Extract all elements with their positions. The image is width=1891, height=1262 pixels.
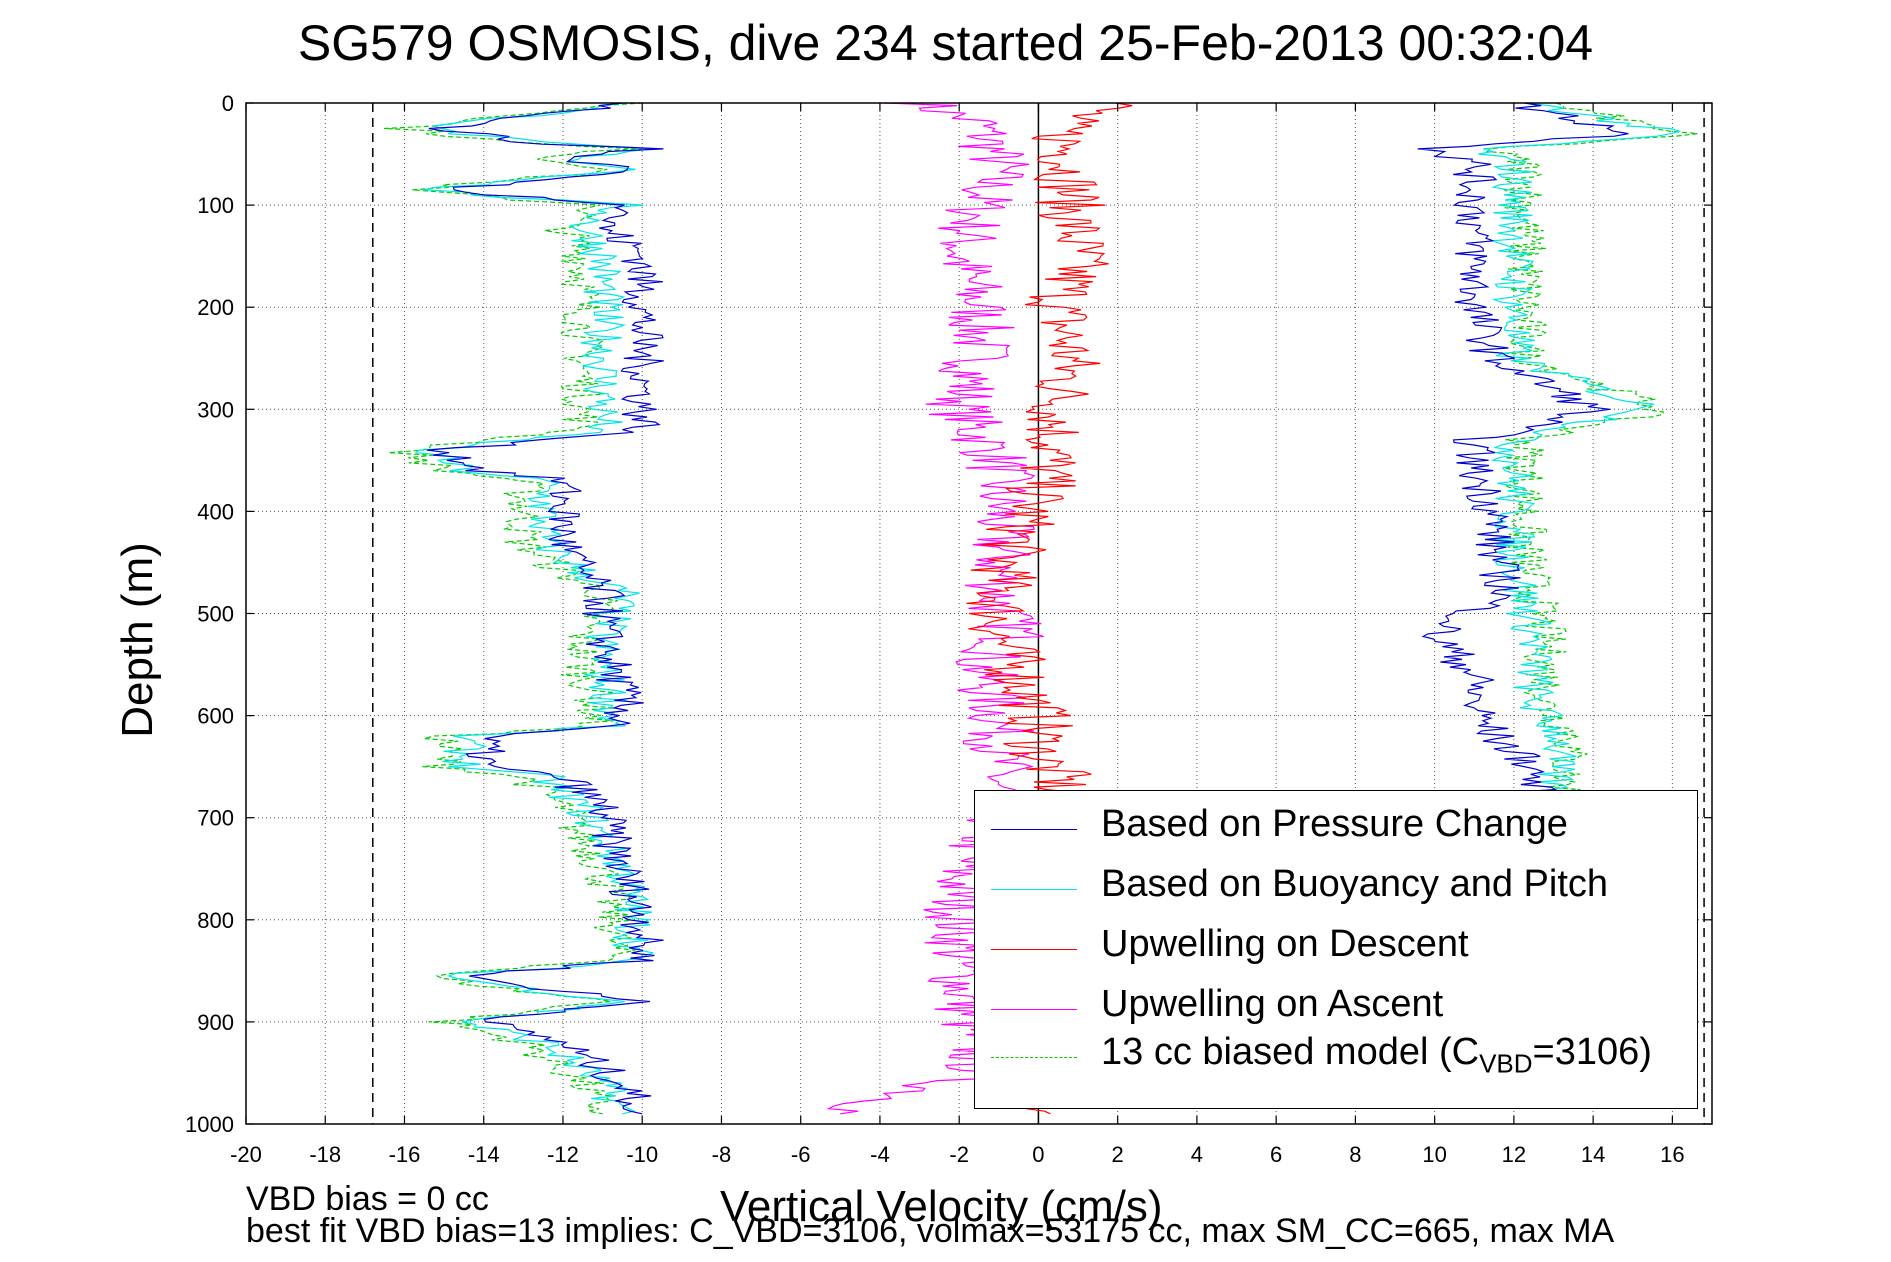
y-tick-label: 100 <box>197 193 234 218</box>
legend-label-model: 13 cc biased model (CVBD=3106) <box>1101 1031 1652 1079</box>
legend-swatch-descent <box>991 949 1077 950</box>
y-tick-label: 200 <box>197 295 234 320</box>
series-line-13-cc-biased-model-1 <box>1486 102 1698 798</box>
x-tick-label: 0 <box>1032 1142 1044 1167</box>
legend-label-pressure: Based on Pressure Change <box>1101 803 1568 845</box>
x-tick-label: -10 <box>626 1142 658 1167</box>
y-tick-label: 700 <box>197 806 234 831</box>
legend-label-ascent: Upwelling on Ascent <box>1101 983 1444 1025</box>
y-tick-label: 800 <box>197 908 234 933</box>
x-tick-label: -4 <box>870 1142 890 1167</box>
x-tick-label: -20 <box>230 1142 262 1167</box>
y-axis-label: Depth (m) <box>113 542 162 738</box>
x-tick-label: 4 <box>1191 1142 1203 1167</box>
x-tick-label: -12 <box>547 1142 579 1167</box>
y-tick-label: 500 <box>197 602 234 627</box>
x-tick-label: -14 <box>468 1142 500 1167</box>
best-fit-note: best fit VBD bias=13 implies: C_VBD=3106… <box>246 1212 1615 1250</box>
x-tick-label: -16 <box>389 1142 421 1167</box>
series-line-based-on-buoyancy-and-pitch-0 <box>414 102 654 1115</box>
legend-swatch-pressure <box>991 829 1077 830</box>
x-tick-label: 12 <box>1502 1142 1526 1167</box>
legend-entry-descent: Upwelling on Descent <box>991 919 1691 979</box>
x-tick-label: 6 <box>1270 1142 1282 1167</box>
series-line-based-on-pressure-change-1 <box>1417 102 1629 798</box>
x-tick-label: -18 <box>309 1142 341 1167</box>
legend: Based on Pressure Change Based on Buoyan… <box>974 790 1698 1109</box>
x-tick-label: 16 <box>1660 1142 1684 1167</box>
legend-label-buoyancy: Based on Buoyancy and Pitch <box>1101 863 1609 905</box>
tick-layer: -20 -18 -16 -14 -12 -10 -8 -6 -4 -2 0 2 4 6 8 10 12 14 160… <box>185 91 1712 1167</box>
y-tick-label: 600 <box>197 704 234 729</box>
y-tick-label: 1000 <box>185 1112 234 1137</box>
legend-entry-pressure: Based on Pressure Change <box>991 799 1691 859</box>
series-line-based-on-pressure-change-0 <box>426 102 664 1115</box>
chart-title: SG579 OSMOSIS, dive 234 started 25-Feb-2… <box>297 15 1594 71</box>
x-tick-label: -2 <box>949 1142 969 1167</box>
legend-entry-ascent: Upwelling on Ascent <box>991 979 1691 1039</box>
x-tick-label: -8 <box>712 1142 732 1167</box>
y-tick-label: 400 <box>197 499 234 524</box>
series-line-13-cc-biased-model-0 <box>384 102 644 1115</box>
y-tick-label: 0 <box>222 91 234 116</box>
legend-entry-model: 13 cc biased model (CVBD=3106) <box>991 1027 1691 1087</box>
legend-swatch-model <box>991 1057 1077 1058</box>
x-tick-label: 10 <box>1422 1142 1446 1167</box>
x-tick-label: 2 <box>1112 1142 1124 1167</box>
y-tick-label: 900 <box>197 1010 234 1035</box>
x-axis-label: Vertical Velocity (cm/s) <box>720 1182 1163 1231</box>
x-tick-label: 14 <box>1581 1142 1605 1167</box>
y-tick-label: 300 <box>197 397 234 422</box>
vbd-bias-note: VBD bias = 0 cc <box>246 1180 489 1218</box>
series-line-based-on-buoyancy-and-pitch-1 <box>1478 102 1682 798</box>
legend-label-descent: Upwelling on Descent <box>1101 923 1469 965</box>
legend-swatch-ascent <box>991 1009 1077 1010</box>
x-tick-label: 8 <box>1349 1142 1361 1167</box>
legend-entry-buoyancy: Based on Buoyancy and Pitch <box>991 859 1691 919</box>
legend-swatch-buoyancy <box>991 889 1077 890</box>
x-tick-label: -6 <box>791 1142 811 1167</box>
